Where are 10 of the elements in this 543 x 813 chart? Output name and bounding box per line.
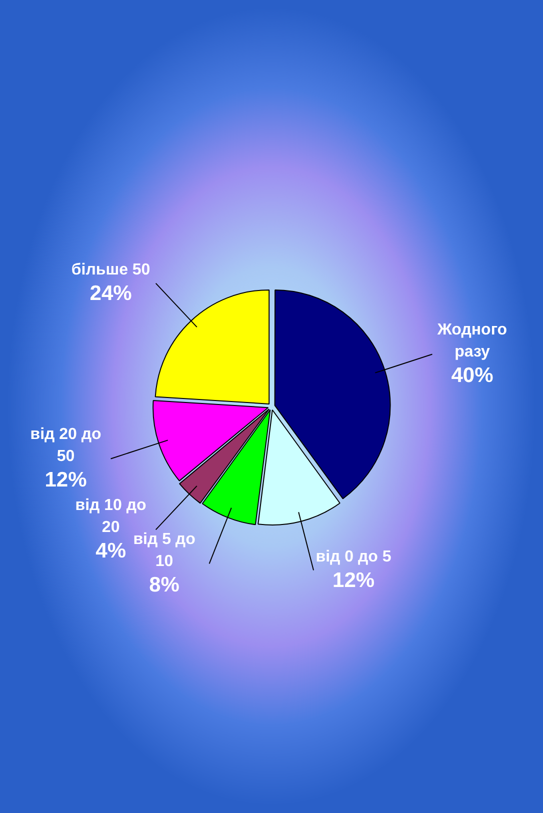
data-label: 40% — [451, 364, 494, 388]
data-label: 12% — [44, 468, 88, 492]
slice-label: від 0 до 5 — [316, 548, 392, 566]
slice-label: від 20 до 50 — [30, 426, 102, 466]
data-label: 24% — [90, 282, 132, 306]
data-label: 8% — [149, 573, 180, 596]
data-label: 4% — [96, 539, 126, 562]
slice-label: Жодного разу — [436, 322, 508, 361]
data-label: 12% — [332, 568, 375, 592]
slice-label: більше 50 — [71, 262, 150, 279]
